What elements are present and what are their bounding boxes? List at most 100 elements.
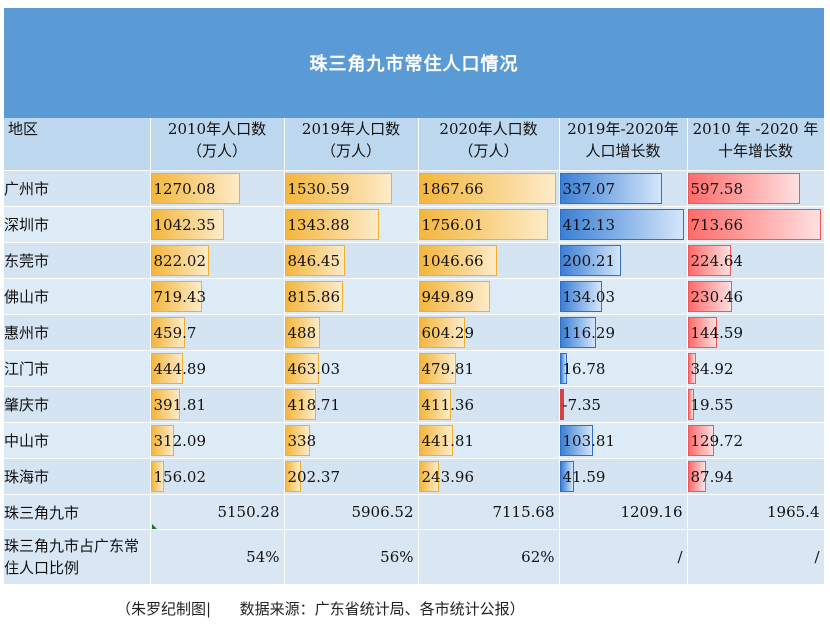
cell-growth-10yr-value: 34.92 xyxy=(690,359,734,378)
cell-growth-1yr: 103.81 xyxy=(559,422,688,459)
cell-2020-value: 411.36 xyxy=(421,395,475,414)
cell-2010: 156.02 xyxy=(150,458,285,495)
total-2019: 5906.52 xyxy=(284,494,419,530)
cell-growth-10yr-bar xyxy=(687,317,717,348)
cell-growth-10yr-bar xyxy=(687,281,732,312)
cell-growth-1yr-bar xyxy=(559,173,662,204)
col-header-growth-10yr: 2010 年 -2020 年 十年增长数 xyxy=(687,118,825,171)
cell-2019-bar xyxy=(284,425,310,456)
cell-2019: 463.03 xyxy=(284,350,419,387)
share-growth-10yr: / xyxy=(687,529,825,585)
cell-2010-value: 459.7 xyxy=(153,323,197,342)
cell-growth-10yr-value: 597.58 xyxy=(690,179,744,198)
cell-growth-10yr: 224.64 xyxy=(687,242,825,279)
cell-2019-bar xyxy=(284,353,319,384)
cell-2010: 459.7 xyxy=(150,314,285,351)
cell-2020: 1046.66 xyxy=(418,242,560,279)
cell-growth-1yr-bar xyxy=(559,353,567,384)
total-growth-10yr: 1965.4 xyxy=(687,494,825,530)
cell-growth-10yr-value: 144.59 xyxy=(690,323,744,342)
cell-2010-bar xyxy=(150,389,180,420)
cell-2019-bar xyxy=(284,461,301,492)
cell-growth-10yr-bar xyxy=(687,425,714,456)
cell-2010-value: 719.43 xyxy=(153,287,207,306)
cell-2010-value: 822.02 xyxy=(153,251,207,270)
cell-growth-10yr: 144.59 xyxy=(687,314,825,351)
cell-2019-value: 815.86 xyxy=(287,287,341,306)
cell-growth-10yr-value: 19.55 xyxy=(690,395,734,414)
cell-2019-bar xyxy=(284,389,316,420)
cell-growth-1yr-bar xyxy=(559,425,593,456)
cell-growth-10yr-bar xyxy=(687,209,821,240)
cell-2020-bar xyxy=(418,353,456,384)
cell-2020: 604.29 xyxy=(418,314,560,351)
cell-growth-10yr-value: 713.66 xyxy=(690,215,744,234)
table-row: 广州市 1270.08 1530.59 1867.66 337.07 597.58 xyxy=(4,170,825,207)
cell-growth-10yr-bar xyxy=(687,245,731,276)
cell-2010: 822.02 xyxy=(150,242,285,279)
table-row: 惠州市 459.7 488 604.29 116.29 144.59 xyxy=(4,314,825,351)
cell-2019-bar xyxy=(284,317,320,348)
cell-2010-bar xyxy=(150,209,224,240)
cell-growth-1yr: 134.03 xyxy=(559,278,688,315)
cell-growth-10yr-value: 129.72 xyxy=(690,431,744,450)
city-name: 东莞市 xyxy=(4,242,151,279)
city-name: 江门市 xyxy=(4,350,151,387)
cell-growth-1yr-bar xyxy=(559,389,564,420)
col-header-region: 地区 xyxy=(4,118,151,171)
share-row: 珠三角九市占广东常住人口比例 54% 56% 62% / / xyxy=(4,529,825,585)
table-row: 江门市 444.89 463.03 479.81 16.78 34.92 xyxy=(4,350,825,387)
cell-2019-bar xyxy=(284,281,343,312)
cell-growth-10yr: 87.94 xyxy=(687,458,825,495)
col-header-2010: 2010年人口数 （万人） xyxy=(150,118,285,171)
cell-2010-value: 312.09 xyxy=(153,431,207,450)
share-2019: 56% xyxy=(284,529,419,585)
table-row: 深圳市 1042.35 1343.88 1756.01 412.13 713.66 xyxy=(4,206,825,243)
cell-2020-value: 1046.66 xyxy=(421,251,484,270)
cell-growth-1yr-value: 337.07 xyxy=(562,179,616,198)
cell-2010: 312.09 xyxy=(150,422,285,459)
cell-growth-1yr: 41.59 xyxy=(559,458,688,495)
cell-growth-1yr: 412.13 xyxy=(559,206,688,243)
cell-2019: 815.86 xyxy=(284,278,419,315)
col-header-2020: 2020年人口数 （万人） xyxy=(418,118,560,171)
share-2020: 62% xyxy=(418,529,560,585)
city-name: 佛山市 xyxy=(4,278,151,315)
cell-2020-value: 1756.01 xyxy=(421,215,484,234)
cell-2010-bar xyxy=(150,173,240,204)
cell-growth-1yr: -7.35 xyxy=(559,386,688,423)
cell-2010: 1270.08 xyxy=(150,170,285,207)
table-row: 中山市 312.09 338 441.81 103.81 129.72 xyxy=(4,422,825,459)
cell-growth-10yr: 713.66 xyxy=(687,206,825,243)
cell-growth-1yr-value: 200.21 xyxy=(562,251,616,270)
cell-growth-1yr-value: 412.13 xyxy=(562,215,616,234)
cell-growth-10yr: 19.55 xyxy=(687,386,825,423)
header-row: 地区 2010年人口数 （万人） 2019年人口数 （万人） 2020年人口数 … xyxy=(4,118,825,171)
cell-2010: 719.43 xyxy=(150,278,285,315)
cell-growth-10yr-value: 87.94 xyxy=(690,467,734,486)
cell-2020-value: 1867.66 xyxy=(421,179,484,198)
cell-2010-bar xyxy=(150,461,164,492)
col-header-growth-1yr: 2019年-2020年 人口增长数 xyxy=(559,118,688,171)
cell-2019: 1530.59 xyxy=(284,170,419,207)
cell-growth-10yr-bar xyxy=(687,461,706,492)
city-name: 肇庆市 xyxy=(4,386,151,423)
cell-2019: 488 xyxy=(284,314,419,351)
cell-growth-10yr-value: 224.64 xyxy=(690,251,744,270)
cell-2010-value: 1270.08 xyxy=(153,179,216,198)
table-title: 珠三角九市常住人口情况 xyxy=(4,8,824,118)
cell-growth-1yr-bar xyxy=(559,245,621,276)
cell-growth-1yr-value: 103.81 xyxy=(562,431,616,450)
cell-2019-value: 488 xyxy=(287,323,317,342)
cell-2019-bar xyxy=(284,245,345,276)
source-caption: （朱罗纪制图| 数据来源：广东省统计局、各市统计公报） xyxy=(116,600,525,618)
cell-growth-1yr-value: 16.78 xyxy=(562,359,606,378)
cell-2020: 479.81 xyxy=(418,350,560,387)
cell-2010-value: 391.81 xyxy=(153,395,207,414)
share-label: 珠三角九市占广东常住人口比例 xyxy=(4,529,151,585)
cell-growth-1yr-value: 116.29 xyxy=(562,323,616,342)
cell-growth-1yr-bar xyxy=(559,209,684,240)
cell-growth-10yr-bar xyxy=(687,389,694,420)
cell-growth-1yr-bar xyxy=(559,317,596,348)
cell-2020-bar xyxy=(418,425,453,456)
